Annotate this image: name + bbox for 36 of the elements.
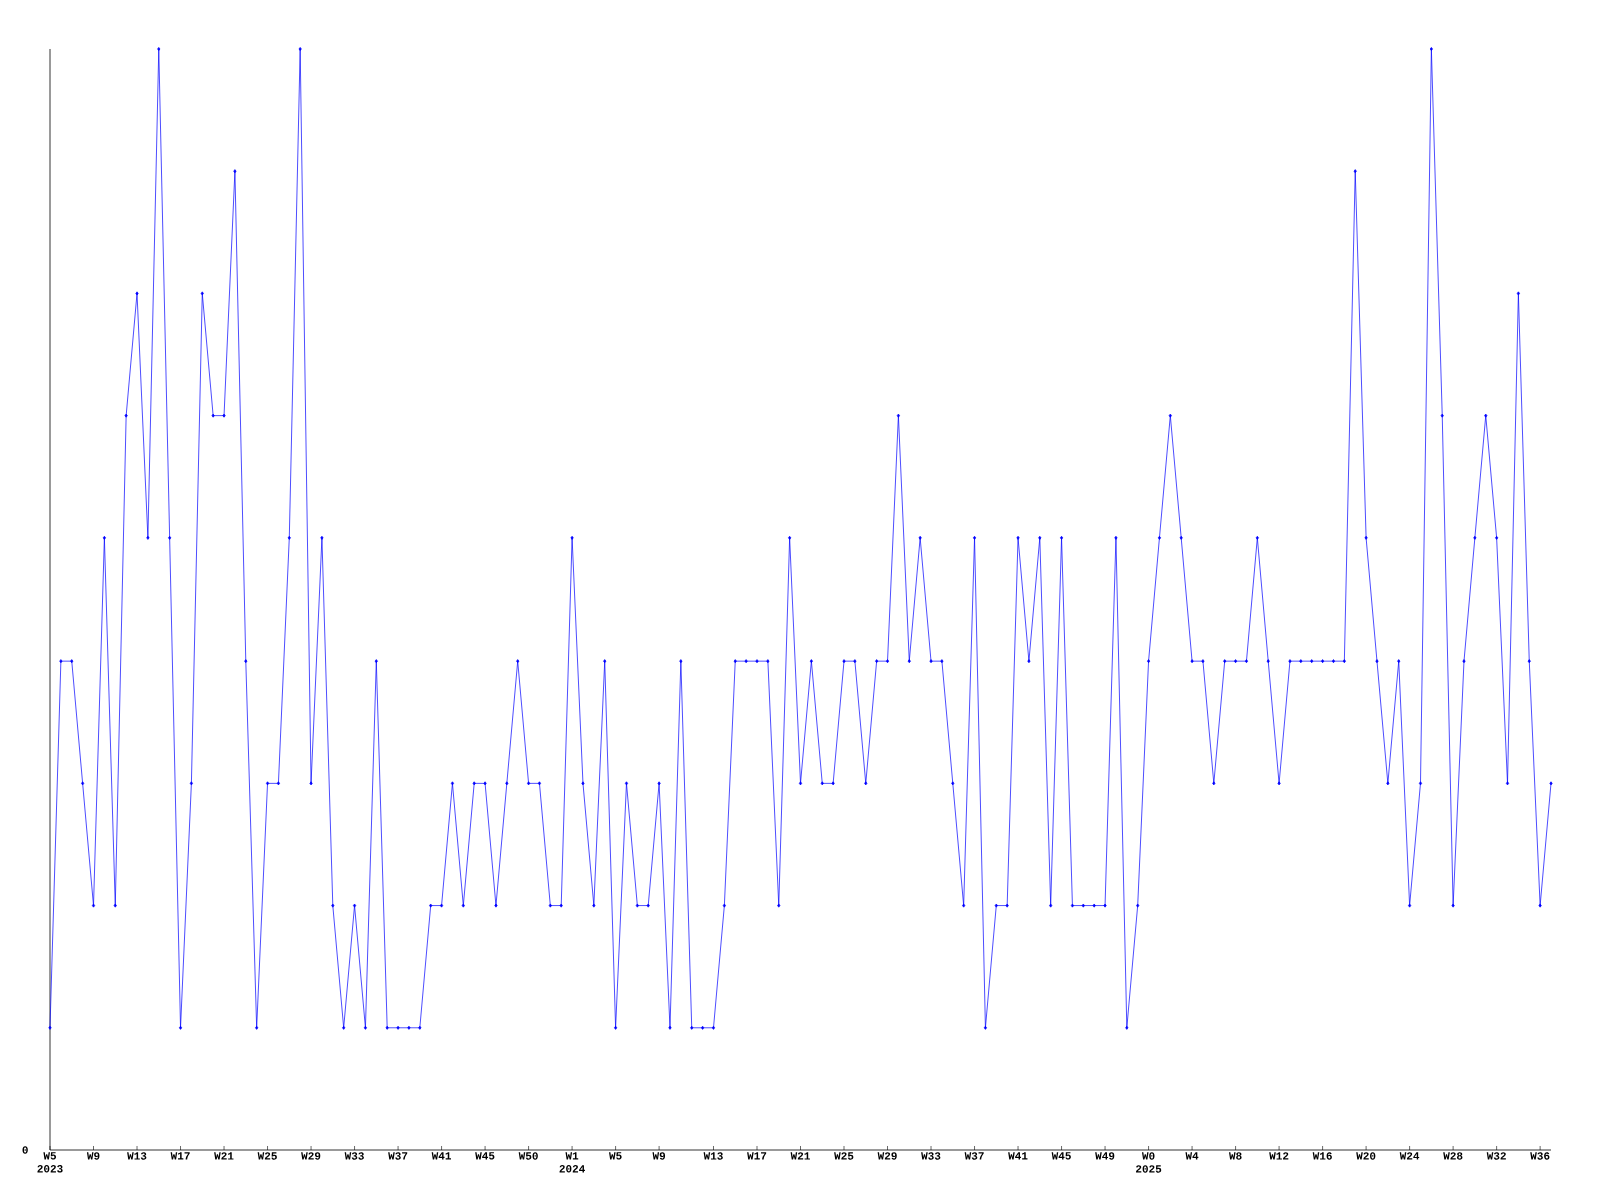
- x-tick-label: W1 2024: [559, 1152, 585, 1173]
- x-tick-label: W12: [1269, 1152, 1289, 1160]
- x-tick-label: W28: [1443, 1152, 1463, 1160]
- x-tick-label: W45: [1051, 1152, 1071, 1160]
- x-tick-label: W24: [1399, 1152, 1420, 1160]
- x-tick-label: W25: [834, 1152, 854, 1160]
- x-tick-label: W0 2025: [1136, 1152, 1162, 1173]
- x-tick-label: W36: [1530, 1152, 1550, 1160]
- x-tick-label: W29: [301, 1152, 321, 1160]
- x-tick-label: W21: [790, 1152, 810, 1160]
- x-tick-label: W9: [652, 1152, 666, 1160]
- x-tick-label: W29: [877, 1152, 897, 1160]
- x-tick-label: W25: [257, 1152, 277, 1160]
- x-tick-label: W5: [609, 1152, 622, 1160]
- x-tick-label: W13: [127, 1152, 147, 1160]
- x-tick-label: W17: [170, 1152, 190, 1160]
- x-tick-label: W21: [214, 1152, 234, 1160]
- x-tick-label: W16: [1312, 1152, 1332, 1160]
- x-tick-label: W5 2023: [37, 1152, 63, 1173]
- x-tick-label: W33: [921, 1152, 941, 1160]
- x-tick-label: W13: [703, 1152, 723, 1160]
- x-tick-label: W50: [518, 1152, 538, 1160]
- x-tick-label: W20: [1356, 1152, 1376, 1160]
- text: 0: [22, 1146, 28, 1154]
- x-tick-label: W37: [964, 1152, 984, 1160]
- x-tick-label: W4: [1185, 1152, 1199, 1160]
- x-tick-label: W41: [431, 1152, 451, 1160]
- x-tick-label: W49: [1095, 1152, 1115, 1160]
- x-tick-label: W33: [344, 1152, 364, 1160]
- x-tick-label: W37: [388, 1152, 408, 1160]
- x-tick-label: W9: [86, 1152, 100, 1160]
- x-tick-label: W32: [1486, 1152, 1506, 1160]
- x-tick-label: W45: [475, 1152, 495, 1160]
- x-tick-label: W8: [1228, 1152, 1242, 1160]
- x-tick-label: W17: [747, 1152, 767, 1160]
- x-tick-label: W41: [1008, 1152, 1028, 1160]
